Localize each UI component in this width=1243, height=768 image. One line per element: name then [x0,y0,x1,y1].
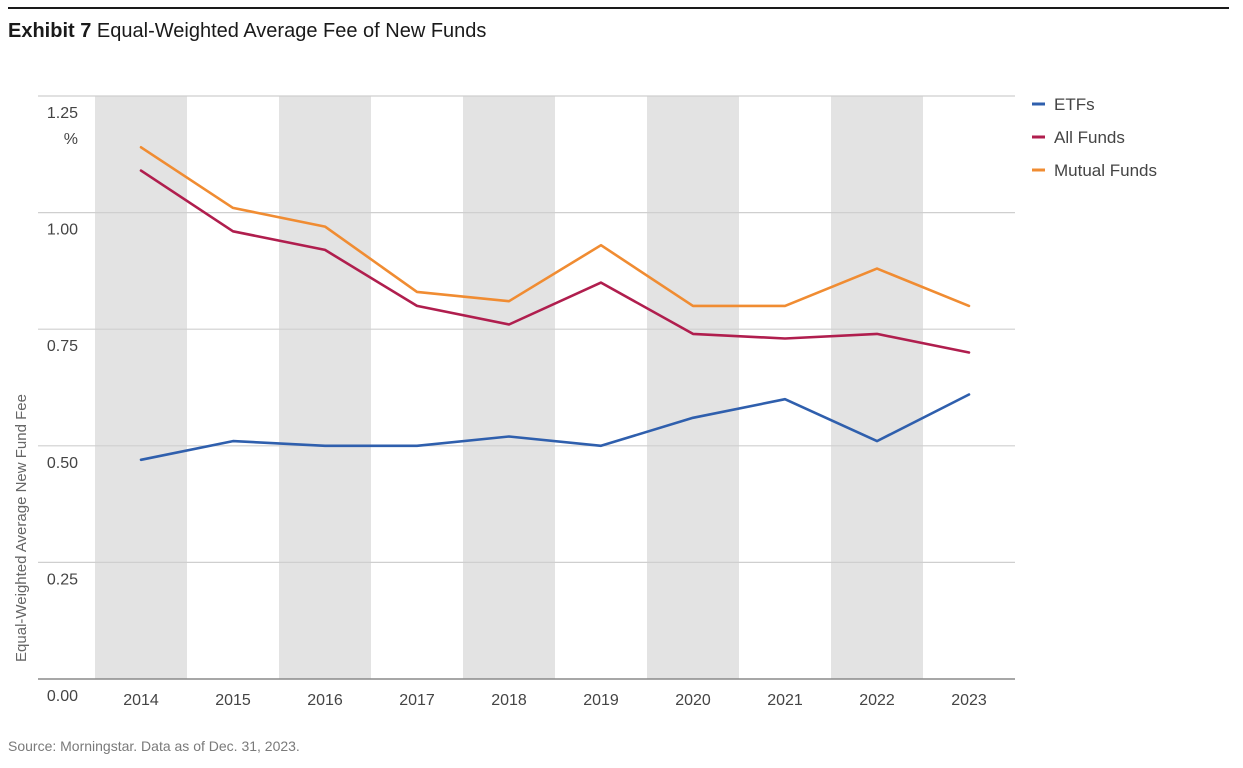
y-axis-label: Equal-Weighted Average New Fund Fee [13,394,30,662]
x-tick-label: 2014 [123,692,159,709]
exhibit-title: Exhibit 7 Equal-Weighted Average Fee of … [8,20,486,43]
x-tick-label: 2015 [215,692,251,709]
y-tick-label: 0.25 [47,571,78,588]
series-line-all-funds [139,169,971,354]
y-tick-labels: 0.00 0.25 0.50 0.75 1.00 1.25 [47,105,78,705]
x-tick-label: 2020 [675,692,711,709]
gridlines [38,95,1015,680]
y-tick-label: 1.25 [47,105,78,122]
chart-title: Equal-Weighted Average Fee of New Funds [96,20,487,42]
shaded-band-2018 [463,96,555,679]
shaded-band-2022 [831,96,923,679]
y-unit-label: % [64,131,78,148]
shaded-band-2014 [95,96,187,679]
series-line-mutual-funds [139,146,971,308]
x-tick-label: 2019 [583,692,619,709]
top-rule [8,7,1229,9]
legend-label-etfs: ETFs [1054,95,1095,114]
y-tick-label: 0.75 [47,338,78,355]
y-tick-label: 0.50 [47,455,78,472]
series-lines [139,146,971,462]
legend: ETFs All Funds Mutual Funds [1032,95,1157,180]
series-line-etfs [139,393,971,462]
exhibit-label: Exhibit 7 [8,20,92,42]
y-tick-label: 0.00 [47,688,78,705]
x-tick-label: 2023 [951,692,987,709]
shaded-band-2020 [647,96,739,679]
source-note: Source: Morningstar. Data as of Dec. 31,… [8,738,300,754]
shaded-column-bands [95,96,923,679]
legend-label-all-funds: All Funds [1054,128,1125,147]
x-tick-label: 2018 [491,692,527,709]
x-tick-label: 2017 [399,692,435,709]
x-tick-label: 2022 [859,692,895,709]
legend-label-mutual-funds: Mutual Funds [1054,161,1157,180]
shaded-band-2016 [279,96,371,679]
x-tick-label: 2021 [767,692,803,709]
y-tick-label: 1.00 [47,222,78,239]
x-tick-label: 2016 [307,692,343,709]
x-tick-labels: 2014 2015 2016 2017 2018 2019 2020 2021 2022 2023 [123,692,987,709]
